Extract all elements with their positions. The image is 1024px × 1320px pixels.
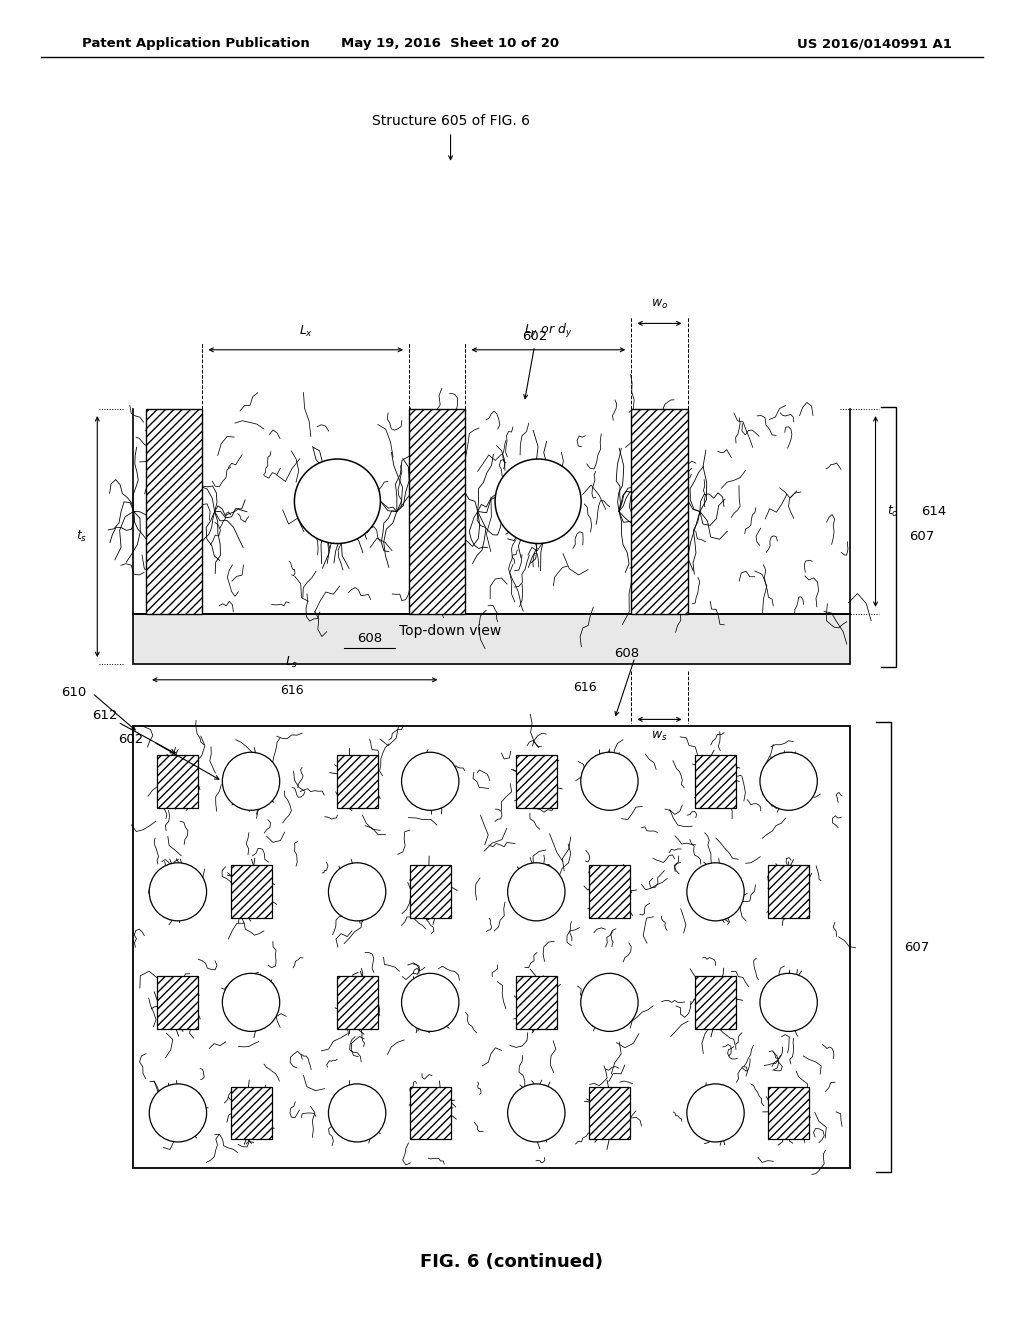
- Bar: [158, 755, 199, 808]
- Text: 616: 616: [280, 684, 303, 697]
- Text: US 2016/0140991 A1: US 2016/0140991 A1: [798, 37, 952, 50]
- Ellipse shape: [581, 752, 638, 810]
- Bar: [695, 755, 736, 808]
- Bar: [409, 409, 465, 614]
- Text: 610: 610: [61, 686, 87, 700]
- Text: Patent Application Publication: Patent Application Publication: [82, 37, 309, 50]
- Ellipse shape: [687, 1084, 744, 1142]
- Text: 608: 608: [614, 647, 640, 660]
- Ellipse shape: [760, 752, 817, 810]
- Ellipse shape: [760, 973, 817, 1031]
- Bar: [133, 726, 850, 1168]
- Bar: [230, 866, 271, 919]
- Text: 607: 607: [909, 531, 935, 543]
- Ellipse shape: [150, 1084, 207, 1142]
- Bar: [589, 1086, 630, 1139]
- Text: Structure 605 of FIG. 6: Structure 605 of FIG. 6: [372, 115, 529, 128]
- Bar: [146, 409, 203, 614]
- Bar: [768, 866, 809, 919]
- Ellipse shape: [329, 863, 386, 921]
- Ellipse shape: [496, 459, 582, 544]
- Bar: [516, 975, 557, 1028]
- Ellipse shape: [687, 863, 744, 921]
- Text: $t_s$: $t_s$: [76, 529, 87, 544]
- Text: 607: 607: [904, 941, 930, 953]
- Text: $t_o$: $t_o$: [887, 504, 899, 519]
- Text: $L_x$: $L_x$: [299, 323, 312, 339]
- Text: $w_s$: $w_s$: [651, 730, 668, 743]
- Ellipse shape: [329, 1084, 386, 1142]
- Ellipse shape: [222, 973, 280, 1031]
- Text: $w_o$: $w_o$: [651, 298, 668, 312]
- Bar: [695, 975, 736, 1028]
- Ellipse shape: [401, 752, 459, 810]
- Text: 602: 602: [118, 733, 143, 746]
- Text: FIG. 6 (continued): FIG. 6 (continued): [421, 1253, 603, 1271]
- Bar: [158, 975, 199, 1028]
- Ellipse shape: [508, 863, 565, 921]
- Ellipse shape: [401, 973, 459, 1031]
- Text: 608: 608: [357, 632, 382, 645]
- Text: 612: 612: [92, 709, 118, 722]
- Bar: [410, 1086, 451, 1139]
- Ellipse shape: [581, 973, 638, 1031]
- Bar: [631, 409, 688, 614]
- Ellipse shape: [222, 752, 280, 810]
- Bar: [337, 975, 378, 1028]
- Bar: [516, 755, 557, 808]
- Ellipse shape: [508, 1084, 565, 1142]
- Text: 616: 616: [572, 681, 597, 694]
- Text: $L_s$: $L_s$: [285, 655, 298, 671]
- Bar: [589, 866, 630, 919]
- Text: 602: 602: [522, 330, 547, 343]
- Bar: [230, 1086, 271, 1139]
- Bar: [337, 755, 378, 808]
- Ellipse shape: [150, 863, 207, 921]
- Text: 614: 614: [922, 506, 947, 517]
- Text: Top-down view: Top-down view: [399, 624, 502, 638]
- Ellipse shape: [295, 459, 381, 544]
- Text: May 19, 2016  Sheet 10 of 20: May 19, 2016 Sheet 10 of 20: [341, 37, 560, 50]
- Bar: [410, 866, 451, 919]
- Bar: [133, 614, 850, 664]
- Text: $L_y$ or $d_y$: $L_y$ or $d_y$: [524, 322, 572, 341]
- Bar: [768, 1086, 809, 1139]
